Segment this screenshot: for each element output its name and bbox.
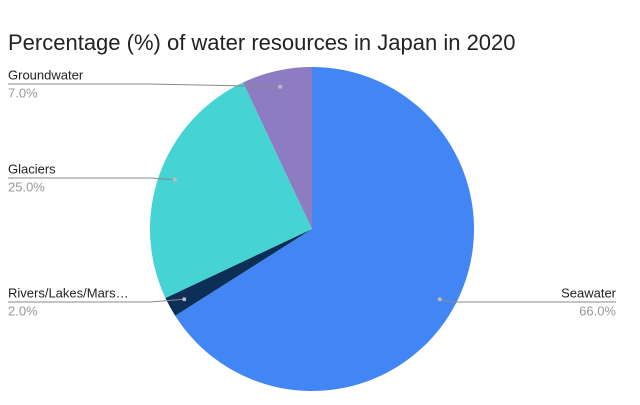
slice-label: Glaciers [8,161,56,176]
leader-line [8,298,185,303]
pie-slice [149,82,312,298]
slice-value: 7.0% [8,85,38,100]
pie-slice [243,67,312,229]
slice-value: 66.0% [579,303,616,318]
leader-line [439,298,616,303]
leader-dot [278,84,283,89]
leader-line [8,177,175,181]
leader-dot [172,177,177,182]
slice-label: Groundwater [8,67,84,82]
leader-line [8,83,281,88]
slice-value: 25.0% [8,179,45,194]
pie-slice [165,229,312,316]
slice-value: 2.0% [8,303,38,318]
leader-dot [182,297,187,302]
chart-title: Percentage (%) of water resources in Jap… [8,30,516,55]
leader-dot [437,297,442,302]
pie-slice [175,67,474,391]
slice-label: Seawater [561,285,617,300]
slice-label: Rivers/Lakes/Mars… [8,285,129,300]
